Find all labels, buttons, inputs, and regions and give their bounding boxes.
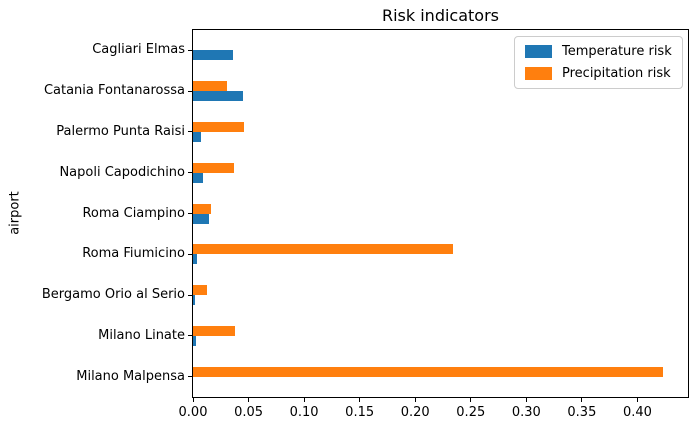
x-tick-mark xyxy=(248,398,250,402)
y-tick-mark xyxy=(188,90,192,92)
legend-entry-precipitation-risk: Precipitation risk xyxy=(525,66,672,81)
y-tick-mark xyxy=(188,131,192,133)
y-tick-mark xyxy=(188,335,192,337)
temperature-risk-bar xyxy=(193,131,201,142)
precipitation-risk-bar xyxy=(193,244,453,255)
legend-label: Temperature risk xyxy=(562,44,672,59)
temperature-risk-bar xyxy=(193,91,243,102)
x-tick-mark xyxy=(192,398,194,402)
x-tick-label: 0.05 xyxy=(234,405,264,420)
x-tick-mark xyxy=(525,398,527,402)
temperature-risk-bar xyxy=(193,213,209,224)
y-tick-labels: Cagliari Elmas Catania Fontanarossa Palerm… xyxy=(0,30,185,397)
y-tick-label-napoli-capodichino: Napoli Capodichino xyxy=(59,164,185,180)
precipitation-risk-bar xyxy=(193,162,235,173)
precipitation-risk-bar xyxy=(193,81,228,92)
plot-area xyxy=(188,29,689,398)
temperature-risk-bar xyxy=(193,50,233,61)
x-tick-label: 0.40 xyxy=(622,405,652,420)
x-tick-label: 0.35 xyxy=(567,405,597,420)
x-tick-mark xyxy=(414,398,416,402)
y-tick-mark xyxy=(188,49,192,51)
y-tick-label-catania-fontanarossa: Catania Fontanarossa xyxy=(43,83,185,99)
chart-title: Risk indicators xyxy=(381,6,499,25)
y-tick-label-bergamo-orio-al-serio: Bergamo Orio al Serio xyxy=(41,287,185,303)
y-tick-label-palermo-punta-raisi: Palermo Punta Raisi xyxy=(56,123,185,139)
x-tick-label: 0.15 xyxy=(345,405,375,420)
precipitation-risk-bar xyxy=(193,285,208,296)
x-tick-mark xyxy=(470,398,472,402)
y-tick-mark xyxy=(188,294,192,296)
legend-entry-temperature-risk: Temperature risk xyxy=(525,44,672,59)
temperature-risk-bar xyxy=(193,335,197,346)
precipitation-risk-swatch-icon xyxy=(525,67,552,80)
y-tick-mark xyxy=(188,376,192,378)
x-tick-label: 0.10 xyxy=(289,405,319,420)
legend-label: Precipitation risk xyxy=(562,66,671,81)
y-tick-label-roma-ciampino: Roma Ciampino xyxy=(82,205,185,221)
x-tick-label: 0.20 xyxy=(400,405,430,420)
precipitation-risk-bar xyxy=(193,325,236,336)
x-tick-label: 0.00 xyxy=(178,405,208,420)
x-tick-label: 0.25 xyxy=(456,405,486,420)
x-axis-ticks: 0.00 0.05 0.10 0.15 0.20 0.25 0.30 0.35 0.40 xyxy=(179,398,688,424)
temperature-risk-bar xyxy=(193,295,196,306)
y-tick-label-cagliari-elmas: Cagliari Elmas xyxy=(92,42,185,58)
y-tick-mark xyxy=(188,253,192,255)
x-tick-mark xyxy=(359,398,361,402)
y-tick-label-milano-linate: Milano Linate xyxy=(98,327,185,343)
y-tick-label-roma-fiumicino: Roma Fiumicino xyxy=(82,246,185,262)
legend: Temperature risk Precipitation risk xyxy=(514,36,683,89)
y-tick-mark xyxy=(188,172,192,174)
precipitation-risk-bar xyxy=(193,366,663,377)
x-tick-mark xyxy=(303,398,305,402)
y-tick-label-milano-malpensa: Milano Malpensa xyxy=(76,368,185,384)
temperature-risk-bar xyxy=(193,254,198,265)
x-tick-mark xyxy=(636,398,638,402)
precipitation-risk-bar xyxy=(193,121,245,132)
temperature-risk-swatch-icon xyxy=(525,45,552,58)
temperature-risk-bar xyxy=(193,172,203,183)
x-tick-label: 0.30 xyxy=(511,405,541,420)
y-tick-mark xyxy=(188,213,192,214)
precipitation-risk-bar xyxy=(193,203,211,214)
x-tick-mark xyxy=(581,398,583,402)
